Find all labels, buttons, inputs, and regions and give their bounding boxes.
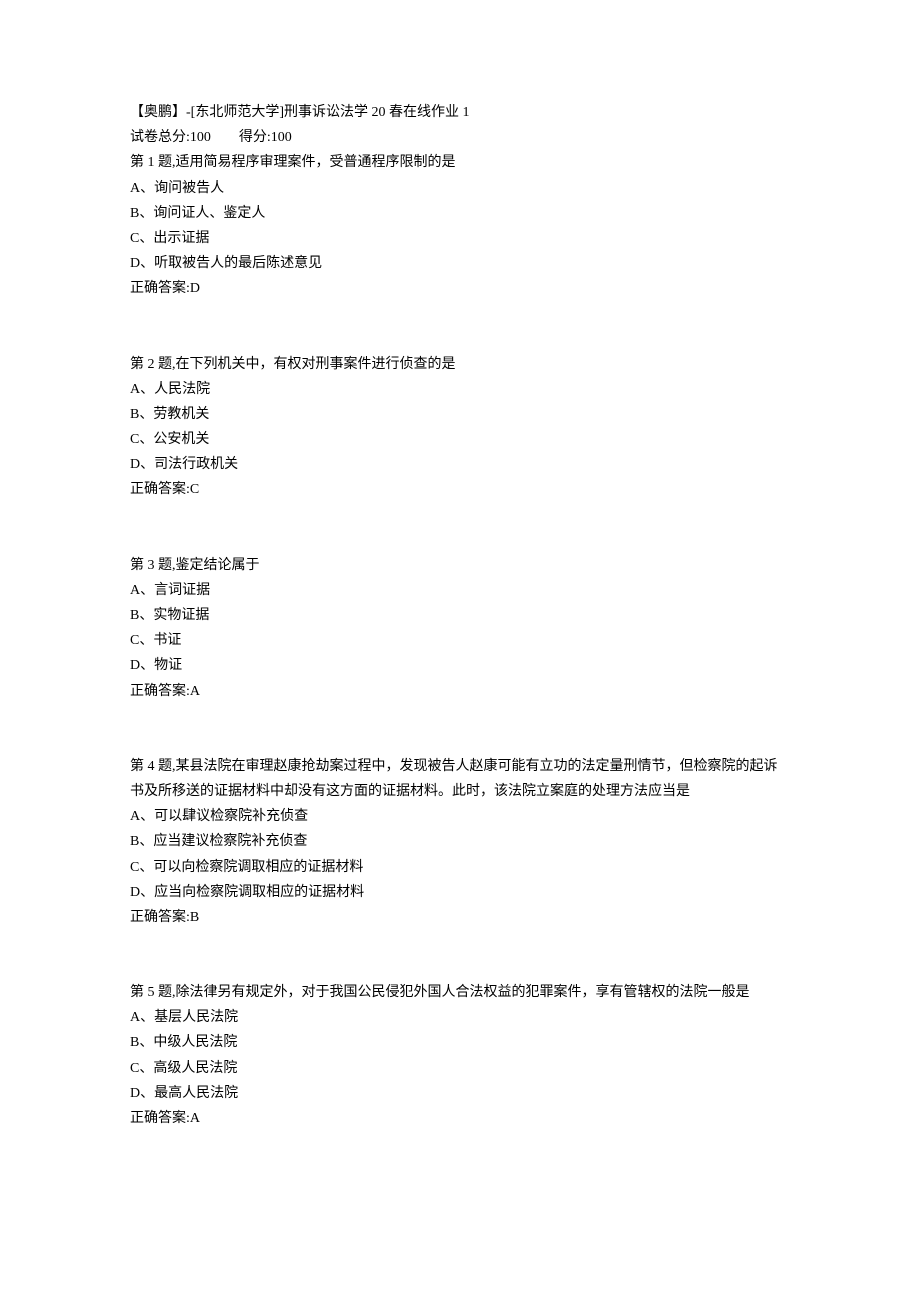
question-option: D、物证 — [130, 653, 790, 678]
question-3: 第 3 题,鉴定结论属于 A、言词证据 B、实物证据 C、书证 D、物证 正确答… — [130, 553, 790, 704]
question-option: D、司法行政机关 — [130, 452, 790, 477]
question-option: A、询问被告人 — [130, 176, 790, 201]
question-5: 第 5 题,除法律另有规定外，对于我国公民侵犯外国人合法权益的犯罪案件，享有管辖… — [130, 980, 790, 1131]
question-option: B、实物证据 — [130, 603, 790, 628]
question-prompt: 第 5 题,除法律另有规定外，对于我国公民侵犯外国人合法权益的犯罪案件，享有管辖… — [130, 980, 790, 1005]
question-option: C、书证 — [130, 628, 790, 653]
question-option: A、人民法院 — [130, 377, 790, 402]
question-option: C、公安机关 — [130, 427, 790, 452]
question-prompt: 第 2 题,在下列机关中，有权对刑事案件进行侦查的是 — [130, 352, 790, 377]
question-option: C、高级人民法院 — [130, 1056, 790, 1081]
question-answer: 正确答案:D — [130, 276, 790, 301]
question-prompt: 第 4 题,某县法院在审理赵康抢劫案过程中，发现被告人赵康可能有立功的法定量刑情… — [130, 754, 790, 804]
document-title: 【奥鹏】-[东北师范大学]刑事诉讼法学 20 春在线作业 1 — [130, 100, 790, 125]
score-label: 得分: — [239, 125, 271, 150]
question-prompt: 第 3 题,鉴定结论属于 — [130, 553, 790, 578]
question-answer: 正确答案:C — [130, 477, 790, 502]
question-answer: 正确答案:A — [130, 1106, 790, 1131]
question-2: 第 2 题,在下列机关中，有权对刑事案件进行侦查的是 A、人民法院 B、劳教机关… — [130, 352, 790, 503]
question-option: A、言词证据 — [130, 578, 790, 603]
question-option: D、应当向检察院调取相应的证据材料 — [130, 880, 790, 905]
question-4: 第 4 题,某县法院在审理赵康抢劫案过程中，发现被告人赵康可能有立功的法定量刑情… — [130, 754, 790, 930]
question-prompt: 第 1 题,适用简易程序审理案件，受普通程序限制的是 — [130, 150, 790, 175]
question-answer: 正确答案:A — [130, 679, 790, 704]
question-option: D、最高人民法院 — [130, 1081, 790, 1106]
question-option: C、出示证据 — [130, 226, 790, 251]
question-option: B、应当建议检察院补充侦查 — [130, 829, 790, 854]
question-option: B、中级人民法院 — [130, 1030, 790, 1055]
question-option: C、可以向检察院调取相应的证据材料 — [130, 855, 790, 880]
question-option: B、询问证人、鉴定人 — [130, 201, 790, 226]
question-option: D、听取被告人的最后陈述意见 — [130, 251, 790, 276]
question-answer: 正确答案:B — [130, 905, 790, 930]
total-score-label: 试卷总分: — [130, 125, 190, 150]
score-line: 试卷总分:100得分:100 — [130, 125, 790, 150]
score-value: 100 — [271, 125, 292, 150]
question-option: B、劳教机关 — [130, 402, 790, 427]
question-option: A、基层人民法院 — [130, 1005, 790, 1030]
question-1: 第 1 题,适用简易程序审理案件，受普通程序限制的是 A、询问被告人 B、询问证… — [130, 150, 790, 301]
question-option: A、可以肆议检察院补充侦查 — [130, 804, 790, 829]
total-score-value: 100 — [190, 125, 211, 150]
